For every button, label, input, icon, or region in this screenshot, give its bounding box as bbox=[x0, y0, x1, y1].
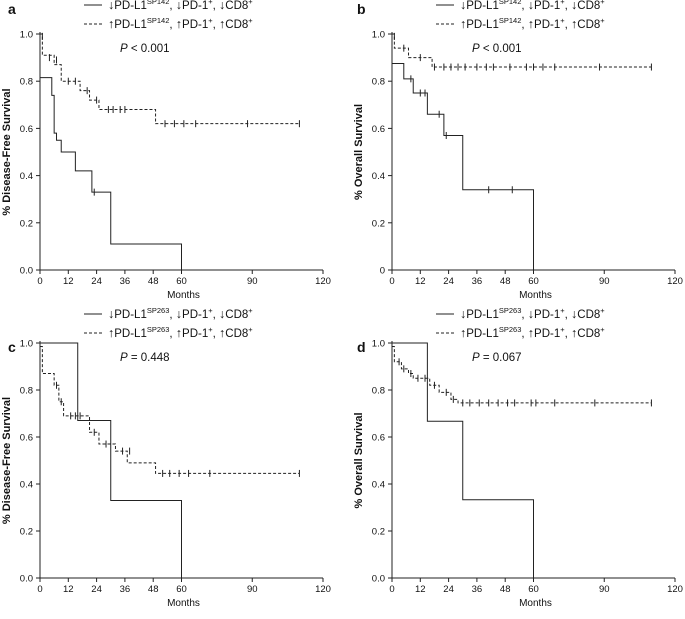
km-curve-low bbox=[392, 63, 534, 270]
y-tick-label: 0.4 bbox=[20, 480, 33, 491]
y-tick-label: 0.8 bbox=[20, 77, 33, 88]
x-tick-label: 120 bbox=[667, 584, 683, 595]
y-tick-label: 1.0 bbox=[372, 339, 385, 350]
y-tick-label: 0 bbox=[380, 266, 385, 277]
panel-a: a 0 12 24 36 48 60 90 120 0.0 0.2 0.4 0.6 0.8 1.0 Month… bbox=[1, 0, 331, 301]
y-tick-label: 1.0 bbox=[20, 339, 33, 350]
panel-letter: b bbox=[357, 1, 366, 17]
x-tick-label: 12 bbox=[63, 584, 74, 595]
y-tick-label: 0.0 bbox=[20, 574, 33, 585]
x-tick-label: 36 bbox=[472, 584, 483, 595]
y-tick-label: 1.0 bbox=[20, 30, 33, 41]
x-tick-label: 90 bbox=[599, 584, 610, 595]
x-tick-label: 60 bbox=[176, 584, 187, 595]
panel-letter: d bbox=[357, 339, 366, 355]
legend-entry: ↑PD-L1SP142, ↑PD-1+, ↑CD8+ bbox=[460, 16, 605, 31]
y-axis-label: % Overall Survival bbox=[353, 413, 365, 509]
x-tick-label: 24 bbox=[91, 584, 102, 595]
y-axis-label: % Disease-Free Survival bbox=[1, 397, 13, 524]
x-tick-label: 0 bbox=[389, 584, 394, 595]
legend-entry: ↓PD-L1SP142, ↓PD-1+, ↓CD8+ bbox=[460, 0, 605, 12]
y-tick-label: 0.6 bbox=[372, 124, 385, 135]
y-tick-label: 0.0 bbox=[20, 266, 33, 277]
legend-entry: ↑PD-L1SP263, ↑PD-1+, ↑CD8+ bbox=[460, 325, 605, 340]
y-tick-label: 0.4 bbox=[20, 171, 33, 182]
x-tick-label: 0 bbox=[389, 276, 394, 287]
x-tick-label: 120 bbox=[315, 584, 331, 595]
y-tick-label: 1.0 bbox=[372, 30, 385, 41]
y-tick-label: 0.2 bbox=[20, 527, 33, 538]
p-value: P = 0.448 bbox=[120, 352, 170, 364]
y-tick-label: 0.6 bbox=[20, 124, 33, 135]
x-tick-label: 48 bbox=[148, 584, 159, 595]
km-curve-high bbox=[40, 33, 300, 125]
km-curve-high bbox=[392, 346, 652, 404]
panel-d: d 0 12 24 36 48 60 90 120 0.0 0.2 0.4 0.6 0.8 1.0 Month… bbox=[353, 306, 683, 609]
x-tick-label: 24 bbox=[443, 276, 454, 287]
km-curve-high bbox=[40, 346, 300, 474]
x-tick-label: 120 bbox=[667, 276, 683, 287]
p-value: P < 0.001 bbox=[120, 43, 170, 55]
legend-entry: ↓PD-L1SP263, ↓PD-1+, ↓CD8+ bbox=[460, 306, 605, 321]
y-tick-label: 0.2 bbox=[20, 218, 33, 229]
x-tick-label: 48 bbox=[500, 584, 511, 595]
x-tick-label: 12 bbox=[63, 276, 74, 287]
x-axis-label: Months bbox=[167, 598, 200, 609]
y-axis-label: % Disease-Free Survival bbox=[1, 88, 13, 215]
y-tick-label: 0.2 bbox=[372, 218, 385, 229]
y-tick-label: 0.6 bbox=[20, 433, 33, 444]
y-axis-label: % Overall Survival bbox=[353, 104, 365, 200]
x-axis-label: Months bbox=[167, 290, 200, 301]
x-tick-label: 0 bbox=[37, 584, 42, 595]
x-tick-label: 90 bbox=[599, 276, 610, 287]
y-tick-label: 0.6 bbox=[372, 433, 385, 444]
km-curve-low bbox=[40, 77, 182, 270]
x-tick-label: 24 bbox=[443, 584, 454, 595]
x-tick-label: 36 bbox=[120, 276, 131, 287]
panel-letter: c bbox=[8, 339, 16, 355]
x-tick-label: 24 bbox=[91, 276, 102, 287]
x-tick-label: 60 bbox=[528, 276, 539, 287]
x-tick-label: 90 bbox=[247, 276, 258, 287]
km-curve-low bbox=[40, 342, 182, 578]
x-tick-label: 36 bbox=[472, 276, 483, 287]
legend-entry: ↑PD-L1SP263, ↑PD-1+, ↑CD8+ bbox=[108, 325, 253, 340]
x-tick-label: 36 bbox=[120, 584, 131, 595]
panel-c: c 0 12 24 36 48 60 90 120 0.0 0.2 0.4 0.6 0.8 1.0 Month… bbox=[1, 306, 331, 609]
x-tick-label: 60 bbox=[176, 276, 187, 287]
y-tick-label: 0.2 bbox=[372, 527, 385, 538]
x-axis-label: Months bbox=[519, 290, 552, 301]
p-value: P = 0.067 bbox=[472, 352, 522, 364]
y-tick-label: 0.8 bbox=[372, 386, 385, 397]
x-tick-label: 12 bbox=[415, 584, 426, 595]
x-tick-label: 60 bbox=[528, 584, 539, 595]
y-tick-label: 0.8 bbox=[372, 77, 385, 88]
panel-letter: a bbox=[8, 1, 16, 17]
panel-b: b 0 12 24 36 48 60 90 120 0 0.2 0.4 0.6 0.8 1.0 Months%… bbox=[353, 0, 683, 301]
x-tick-label: 48 bbox=[148, 276, 159, 287]
x-tick-label: 90 bbox=[247, 584, 258, 595]
km-curve-high bbox=[392, 33, 652, 68]
legend-entry: ↑PD-L1SP142, ↑PD-1+, ↑CD8+ bbox=[108, 16, 253, 31]
y-tick-label: 0.0 bbox=[372, 574, 385, 585]
legend-entry: ↓PD-L1SP263, ↓PD-1+, ↓CD8+ bbox=[108, 306, 253, 321]
km-curve-low bbox=[392, 342, 534, 578]
x-tick-label: 48 bbox=[500, 276, 511, 287]
legend-entry: ↓PD-L1SP142, ↓PD-1+, ↓CD8+ bbox=[108, 0, 253, 12]
x-tick-label: 120 bbox=[315, 276, 331, 287]
y-tick-label: 0.4 bbox=[372, 171, 385, 182]
y-tick-label: 0.4 bbox=[372, 480, 385, 491]
x-tick-label: 12 bbox=[415, 276, 426, 287]
p-value: P < 0.001 bbox=[472, 43, 522, 55]
y-tick-label: 0.8 bbox=[20, 386, 33, 397]
x-axis-label: Months bbox=[519, 598, 552, 609]
x-tick-label: 0 bbox=[37, 276, 42, 287]
